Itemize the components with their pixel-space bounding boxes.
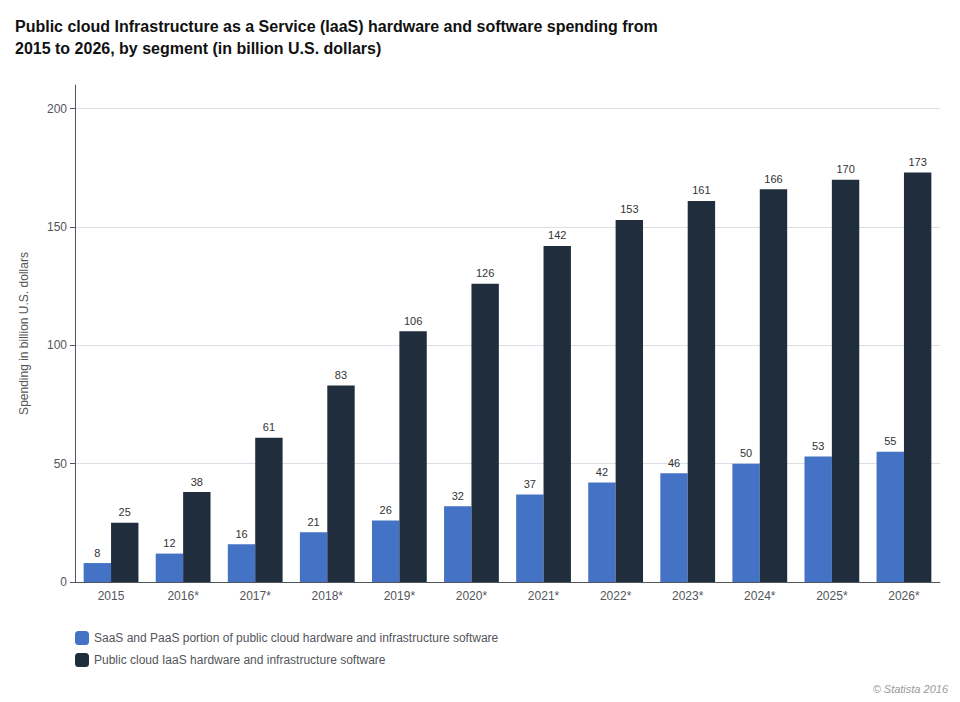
svg-text:166: 166 [764, 173, 782, 185]
svg-text:37: 37 [524, 478, 536, 490]
svg-text:SaaS and PaaS portion of publi: SaaS and PaaS portion of public cloud ha… [94, 631, 499, 645]
svg-text:161: 161 [692, 184, 710, 196]
svg-text:106: 106 [404, 315, 422, 327]
svg-text:46: 46 [668, 457, 680, 469]
svg-text:12: 12 [163, 537, 175, 549]
svg-text:2021*: 2021* [528, 589, 560, 603]
svg-text:2024*: 2024* [744, 589, 776, 603]
svg-text:83: 83 [335, 369, 347, 381]
svg-text:153: 153 [620, 203, 638, 215]
svg-text:© Statista 2016: © Statista 2016 [873, 683, 949, 695]
svg-text:2015: 2015 [98, 589, 125, 603]
svg-text:38: 38 [191, 476, 203, 488]
svg-text:142: 142 [548, 229, 566, 241]
svg-text:50: 50 [54, 457, 68, 471]
svg-text:16: 16 [235, 528, 247, 540]
svg-text:50: 50 [740, 447, 752, 459]
svg-text:25: 25 [119, 506, 131, 518]
svg-text:32: 32 [452, 490, 464, 502]
svg-text:2017*: 2017* [240, 589, 272, 603]
svg-text:170: 170 [836, 163, 854, 175]
svg-text:2018*: 2018* [312, 589, 344, 603]
svg-text:126: 126 [476, 267, 494, 279]
svg-text:55: 55 [884, 435, 896, 447]
svg-text:2023*: 2023* [672, 589, 704, 603]
svg-text:26: 26 [380, 504, 392, 516]
svg-text:0: 0 [60, 575, 67, 589]
svg-text:8: 8 [94, 547, 100, 559]
svg-text:21: 21 [307, 516, 319, 528]
svg-text:Public cloud IaaS hardware and: Public cloud IaaS hardware and infrastru… [94, 653, 386, 667]
svg-text:173: 173 [908, 156, 926, 168]
svg-text:2020*: 2020* [456, 589, 488, 603]
svg-text:2025*: 2025* [816, 589, 848, 603]
svg-text:61: 61 [263, 421, 275, 433]
svg-text:2026*: 2026* [888, 589, 920, 603]
svg-text:Spending in billion U.S. dolla: Spending in billion U.S. dollars [17, 252, 31, 415]
svg-text:2016*: 2016* [167, 589, 199, 603]
svg-text:2019*: 2019* [384, 589, 416, 603]
svg-text:2015 to 2026, by segment (in b: 2015 to 2026, by segment (in billion U.S… [15, 40, 381, 57]
svg-text:200: 200 [47, 102, 67, 116]
svg-text:150: 150 [47, 220, 67, 234]
svg-text:53: 53 [812, 440, 824, 452]
svg-text:100: 100 [47, 338, 67, 352]
svg-text:42: 42 [596, 466, 608, 478]
svg-text:Public cloud Infrastructure as: Public cloud Infrastructure as a Service… [15, 18, 658, 35]
svg-text:2022*: 2022* [600, 589, 632, 603]
